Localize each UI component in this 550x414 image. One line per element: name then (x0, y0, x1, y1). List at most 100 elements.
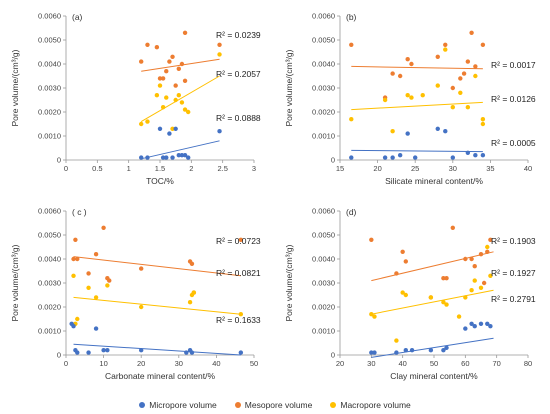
panel-3-macro-point (75, 316, 80, 322)
panel-1-macro-point (157, 83, 163, 88)
panel-1-micro-point (160, 155, 166, 160)
panel-2-meso-point (473, 64, 478, 69)
panel-3-meso-point (75, 256, 80, 262)
panel-3-micro-point (189, 350, 195, 355)
panel-3-micro-point (93, 326, 99, 331)
panel-3-x-tick-label: 30 (175, 359, 183, 368)
panel-1-macro-point (176, 93, 181, 98)
panel-4-meso-point (450, 225, 455, 230)
panel-3-meso-point (139, 266, 144, 271)
panel-3-y-tick-label: 0.0060 (38, 207, 61, 216)
panel-4-meso-point (488, 237, 493, 242)
panel-2-micro-point (413, 155, 418, 160)
panel-3-micro-trendline (73, 343, 241, 356)
panel-1-macro-point (179, 100, 185, 105)
panel-4-meso-point (369, 237, 374, 242)
panel-1-meso-point (182, 78, 188, 84)
panel-2-macro-point (390, 129, 395, 134)
panel-1-micro-point (145, 155, 150, 160)
panel-4-meso-point (485, 249, 490, 254)
panel-4-y-tick-label: 0 (331, 351, 335, 360)
panel-2-macro-point (405, 93, 410, 98)
panel-4-meso-point (481, 280, 487, 286)
panel-3-macro-point (191, 290, 197, 295)
panel-4-micro-point (369, 350, 374, 355)
panel-1-y-tick-label: 0.0020 (38, 108, 61, 117)
panel-3-micro-point (184, 350, 189, 355)
panel-3-y-axis-label: Pore volume/(cm³/g) (10, 244, 20, 321)
panel-1-x-tick-label: 0 (64, 164, 68, 173)
panel-4-meso-trendline (371, 251, 494, 282)
panel-2-meso-point (405, 57, 410, 62)
panel-1-micro-point (186, 155, 191, 160)
panel-2-micro-point (473, 153, 478, 158)
panel-1-meso-point (145, 42, 150, 47)
panel-4-micro-point (469, 321, 474, 326)
panel-3-x-tick-label: 50 (250, 359, 258, 368)
panel-2-meso-point (465, 59, 471, 64)
panel-4-macro-point (441, 300, 446, 305)
panel-3-meso-point (189, 261, 195, 266)
panel-2-x-tick-label: 35 (486, 164, 494, 173)
panel-2-micro-point (465, 150, 471, 155)
legend-label-meso: Mesopore volume (244, 400, 313, 410)
panel-2-y-tick-label: 0.0010 (312, 132, 335, 141)
panel-4-macro-point (403, 292, 408, 298)
panel-1-meso-r2: R² = 0.0239 (216, 30, 261, 40)
panel-4-x-tick-label: 20 (336, 359, 344, 368)
panel-4-meso-point (463, 256, 468, 262)
panel-3-macro-r2: R² = 0.0821 (216, 268, 261, 278)
panel-3-meso-r2: R² = 0.0723 (216, 236, 261, 246)
panel-4-micro-point (463, 326, 468, 331)
panel-2-micro-point (405, 131, 410, 136)
panel-4-x-tick-label: 50 (430, 359, 438, 368)
panel-4-macro-point (400, 290, 405, 295)
panel-3-meso-point (93, 252, 99, 257)
panel-4-micro-trendline (371, 337, 494, 358)
panel-1-micro-point (139, 155, 144, 160)
panel-2-y-tick-label: 0.0060 (312, 12, 335, 21)
panel-3-micro-point (139, 348, 144, 353)
panel-4-macro-trendline (371, 289, 494, 315)
panel-4-macro-point (428, 295, 434, 300)
panel-4-micro-point (428, 348, 434, 353)
panel-4-meso-r2: R² = 0.1903 (491, 236, 536, 246)
panel-2-macro-trendline (351, 101, 483, 111)
panel-2-meso-point (435, 54, 440, 59)
figure-canvas: 0 0.0010 0.0020 0.0030 0.0040 0.0050 0.0060 0 0.… (10, 12, 536, 381)
panel-1-macro-point (186, 109, 191, 115)
panel-4-micro-point (409, 348, 415, 353)
panel-3-x-tick-label: 20 (137, 359, 145, 368)
panel-4-macro-point (372, 314, 377, 319)
panel-2-x-tick-label: 40 (524, 164, 532, 173)
panel-3-macro-trendline (73, 296, 241, 315)
panel-4-meso-point (472, 264, 477, 269)
panel-4-x-tick-label: 40 (398, 359, 406, 368)
panel-3-macro-point (238, 312, 244, 317)
panel-3-y-tick-label: 0.0020 (38, 303, 61, 312)
panel-2-macro-point (465, 105, 471, 110)
panel-1-x-tick-label: 2 (189, 164, 193, 173)
panel-1-meso-point (182, 30, 188, 35)
panel-3-micro-point (101, 348, 106, 353)
panel-4-meso-point (469, 256, 474, 262)
panel-3-meso-point (107, 278, 112, 283)
panel-2-x-tick-label: 15 (336, 164, 344, 173)
panel-4-y-tick-label: 0.0020 (312, 303, 335, 312)
panel-4-micro-point (441, 348, 446, 353)
panel-2-meso-point (397, 73, 403, 79)
panel-1-meso-point (164, 69, 169, 74)
panel-2-y-tick-label: 0 (331, 156, 335, 165)
panel-1-meso-point (154, 45, 160, 50)
panel-1-meso-point (167, 59, 172, 64)
panel-1-x-tick-label: 0.5 (92, 164, 102, 173)
panel-1-micro-point (179, 153, 185, 158)
panel-2-micro-point (349, 155, 354, 160)
panel-2-macro-point (349, 117, 354, 122)
panel-1-macro-point (154, 93, 160, 98)
panel-4-y-tick-label: 0.0030 (312, 279, 335, 288)
panel-1-macro-point (182, 107, 188, 112)
panel-4-y-tick-label: 0.0010 (312, 327, 335, 336)
legend-marker-micro (139, 402, 146, 408)
panel-1-y-tick-label: 0.0060 (38, 12, 61, 21)
